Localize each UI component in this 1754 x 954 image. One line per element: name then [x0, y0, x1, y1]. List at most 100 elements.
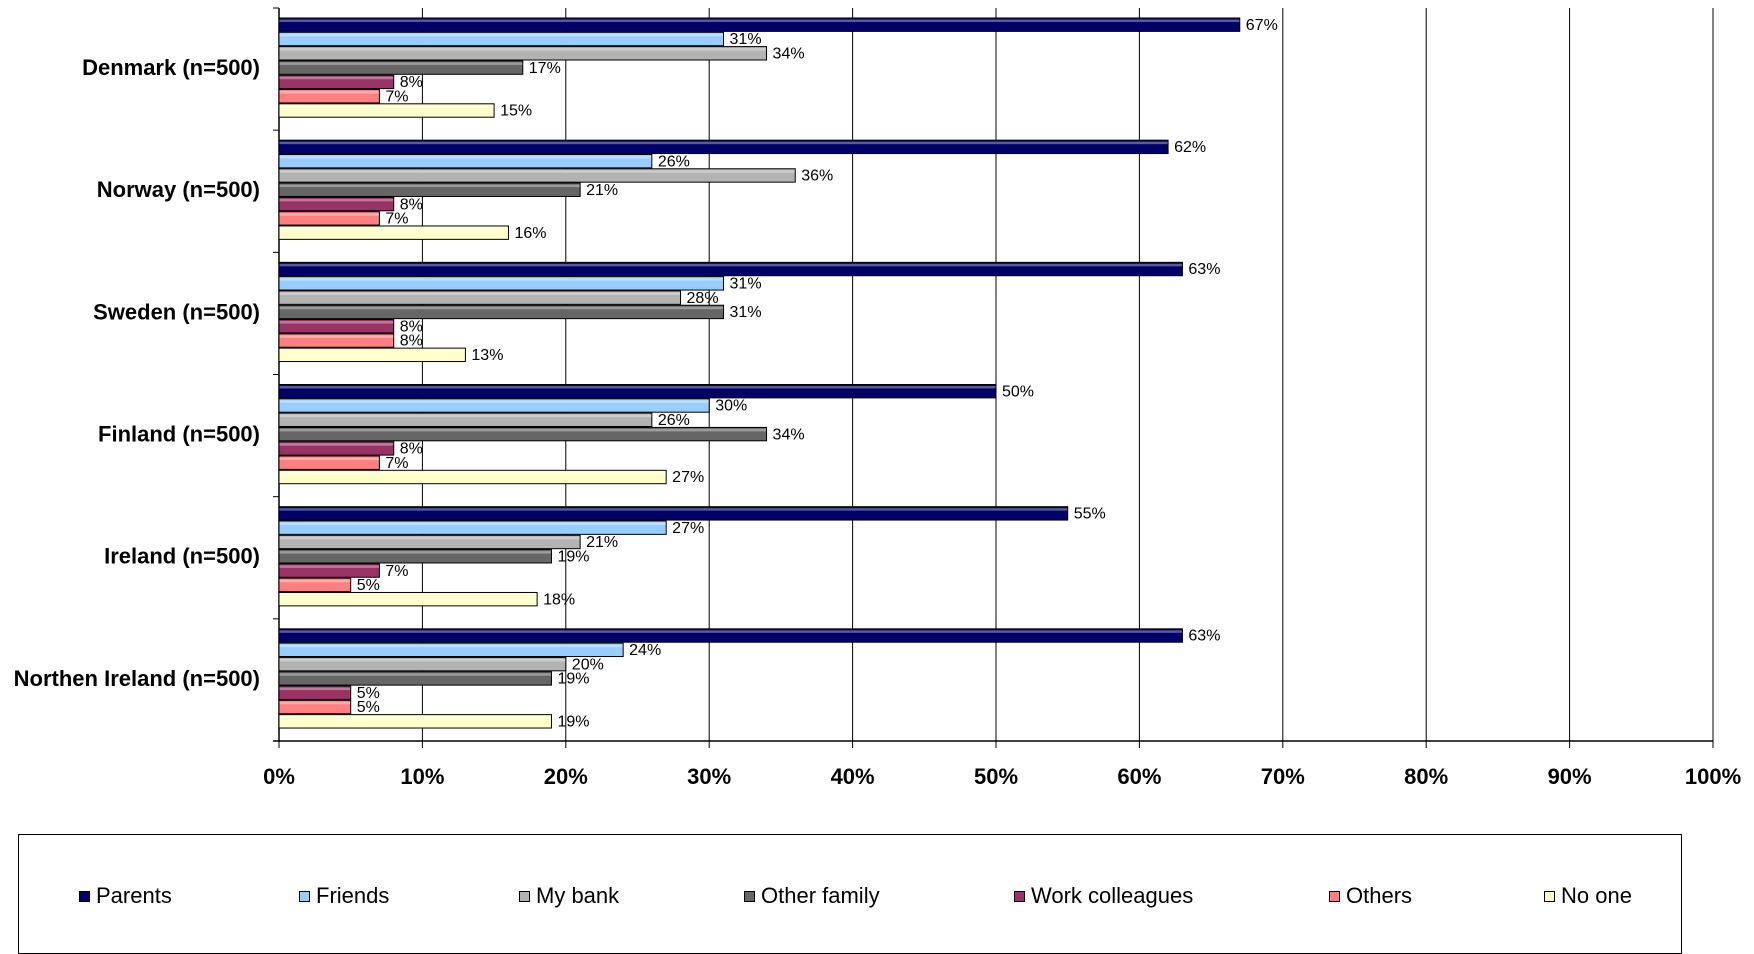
- bar-highlight: [279, 62, 523, 65]
- bar-highlight: [279, 278, 724, 281]
- data-label: 24%: [629, 642, 661, 659]
- bar: [278, 714, 552, 729]
- bar-highlight: [279, 198, 394, 202]
- bar: [278, 139, 1169, 155]
- bar-highlight: [279, 306, 724, 310]
- bar-highlight: [279, 658, 566, 662]
- bar: [278, 685, 352, 700]
- bar: [278, 74, 395, 90]
- bar-highlight: [279, 386, 996, 389]
- x-tick-label: 100%: [1685, 764, 1741, 789]
- data-label: 31%: [730, 276, 762, 293]
- legend-item: Others: [1329, 883, 1412, 909]
- bar-highlight: [279, 551, 551, 554]
- bar-highlight: [279, 227, 508, 230]
- bar: [278, 699, 352, 715]
- bar-highlight: [279, 579, 351, 583]
- data-label: 17%: [529, 60, 561, 77]
- data-label: 8%: [400, 318, 423, 335]
- category-label: Northen Ireland (n=500): [14, 666, 260, 691]
- x-tick-label: 30%: [687, 764, 731, 789]
- bar: [278, 211, 380, 226]
- bar-highlight: [279, 414, 652, 418]
- legend-label: Work colleagues: [1031, 883, 1194, 908]
- data-label: 26%: [658, 153, 690, 170]
- data-label: 16%: [514, 225, 546, 242]
- legend-item: Friends: [299, 883, 389, 909]
- bar-highlight: [279, 687, 351, 691]
- legend-swatch: [79, 890, 90, 902]
- legend-swatch: [519, 890, 530, 902]
- data-label: 63%: [1188, 628, 1220, 645]
- bar: [278, 591, 538, 607]
- bar: [278, 17, 1241, 32]
- bar: [278, 196, 395, 212]
- bar: [278, 656, 567, 672]
- data-label: 15%: [500, 103, 532, 120]
- bar: [278, 534, 581, 550]
- bar-highlight: [279, 105, 494, 108]
- data-label: 7%: [385, 455, 408, 472]
- legend-swatch: [299, 890, 310, 902]
- x-tick-label: 0%: [263, 764, 295, 789]
- data-label: 8%: [400, 441, 423, 458]
- legend-label: Friends: [316, 883, 390, 908]
- x-tick-label: 40%: [831, 764, 875, 789]
- bar-highlight: [279, 644, 623, 648]
- x-tick-label: 70%: [1261, 764, 1305, 789]
- legend-item: Work colleagues: [1014, 883, 1193, 909]
- bar: [278, 412, 653, 428]
- bar: [278, 182, 581, 197]
- data-label: 19%: [557, 714, 589, 731]
- bar: [278, 60, 524, 75]
- bar-highlight: [279, 292, 681, 295]
- bar: [278, 31, 725, 47]
- chart-legend: Parents Friends My bank Other family Work co…: [18, 834, 1682, 954]
- data-label: 26%: [658, 412, 690, 429]
- x-tick-label: 90%: [1548, 764, 1592, 789]
- bar: [278, 89, 380, 104]
- bar: [278, 469, 667, 485]
- bar-highlight: [279, 457, 379, 460]
- category-label: Sweden (n=500): [93, 299, 260, 324]
- data-label: 31%: [730, 31, 762, 48]
- bar-highlight: [279, 91, 379, 94]
- bar-highlight: [279, 48, 767, 51]
- data-label: 62%: [1174, 139, 1206, 156]
- bar: [278, 628, 1183, 643]
- data-label: 5%: [357, 577, 380, 594]
- data-label: 20%: [572, 656, 604, 673]
- bar-highlight: [279, 335, 394, 338]
- bar-highlight: [279, 213, 379, 216]
- bar: [278, 347, 466, 363]
- bar-highlight: [279, 141, 1168, 145]
- bar-highlight: [279, 443, 394, 446]
- data-label: 8%: [400, 333, 423, 350]
- bar-highlight: [279, 630, 1182, 633]
- legend-label: Others: [1346, 883, 1413, 908]
- bar-highlight: [279, 76, 394, 80]
- legend-label: Parents: [96, 883, 172, 908]
- data-label: 5%: [357, 685, 380, 702]
- bar: [278, 506, 1069, 521]
- legend-item: My bank: [519, 883, 619, 909]
- bar: [278, 441, 395, 456]
- bar: [278, 103, 495, 118]
- data-label: 19%: [557, 671, 589, 688]
- data-label: 34%: [773, 46, 805, 63]
- bar-highlight: [279, 716, 551, 719]
- data-label: 27%: [672, 520, 704, 537]
- x-tick-label: 80%: [1404, 764, 1448, 789]
- legend-label: No one: [1561, 883, 1632, 908]
- data-label: 50%: [1002, 383, 1034, 400]
- x-tick-label: 10%: [400, 764, 444, 789]
- bar: [278, 426, 768, 442]
- bar: [278, 398, 710, 413]
- legend-item: No one: [1544, 883, 1632, 909]
- legend-label: Other family: [761, 883, 880, 908]
- bar: [278, 46, 768, 61]
- bar: [278, 261, 1183, 277]
- data-label: 8%: [400, 74, 423, 91]
- bar-highlight: [279, 263, 1182, 267]
